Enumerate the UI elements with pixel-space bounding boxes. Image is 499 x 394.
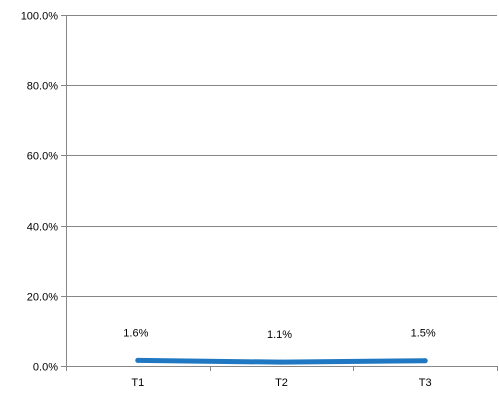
data-point [422, 358, 428, 364]
data-labels: 1.6% 1.1% 1.5% [123, 327, 436, 341]
x-tick-labels: T1 T2 T3 [131, 377, 431, 389]
axes [66, 15, 498, 371]
y-tick-label: 40.0% [27, 222, 58, 234]
y-tick-label: 100.0% [21, 11, 59, 23]
gridlines [61, 15, 497, 367]
x-tick-label: T1 [131, 377, 144, 389]
x-tick-label: T2 [275, 377, 288, 389]
y-tick-label: 0.0% [33, 362, 58, 374]
x-tick-label: T3 [419, 377, 432, 389]
data-label: 1.5% [411, 328, 436, 340]
y-tick-label: 60.0% [27, 151, 58, 163]
data-point [135, 357, 141, 363]
data-label: 1.1% [267, 329, 292, 341]
series [135, 357, 428, 365]
data-point [279, 359, 284, 365]
y-tick-label: 80.0% [27, 81, 58, 93]
y-tick-label: 20.0% [27, 292, 58, 304]
data-label: 1.6% [123, 327, 148, 339]
y-tick-labels: 0.0% 20.0% 40.0% 60.0% 80.0% 100.0% [21, 11, 59, 374]
